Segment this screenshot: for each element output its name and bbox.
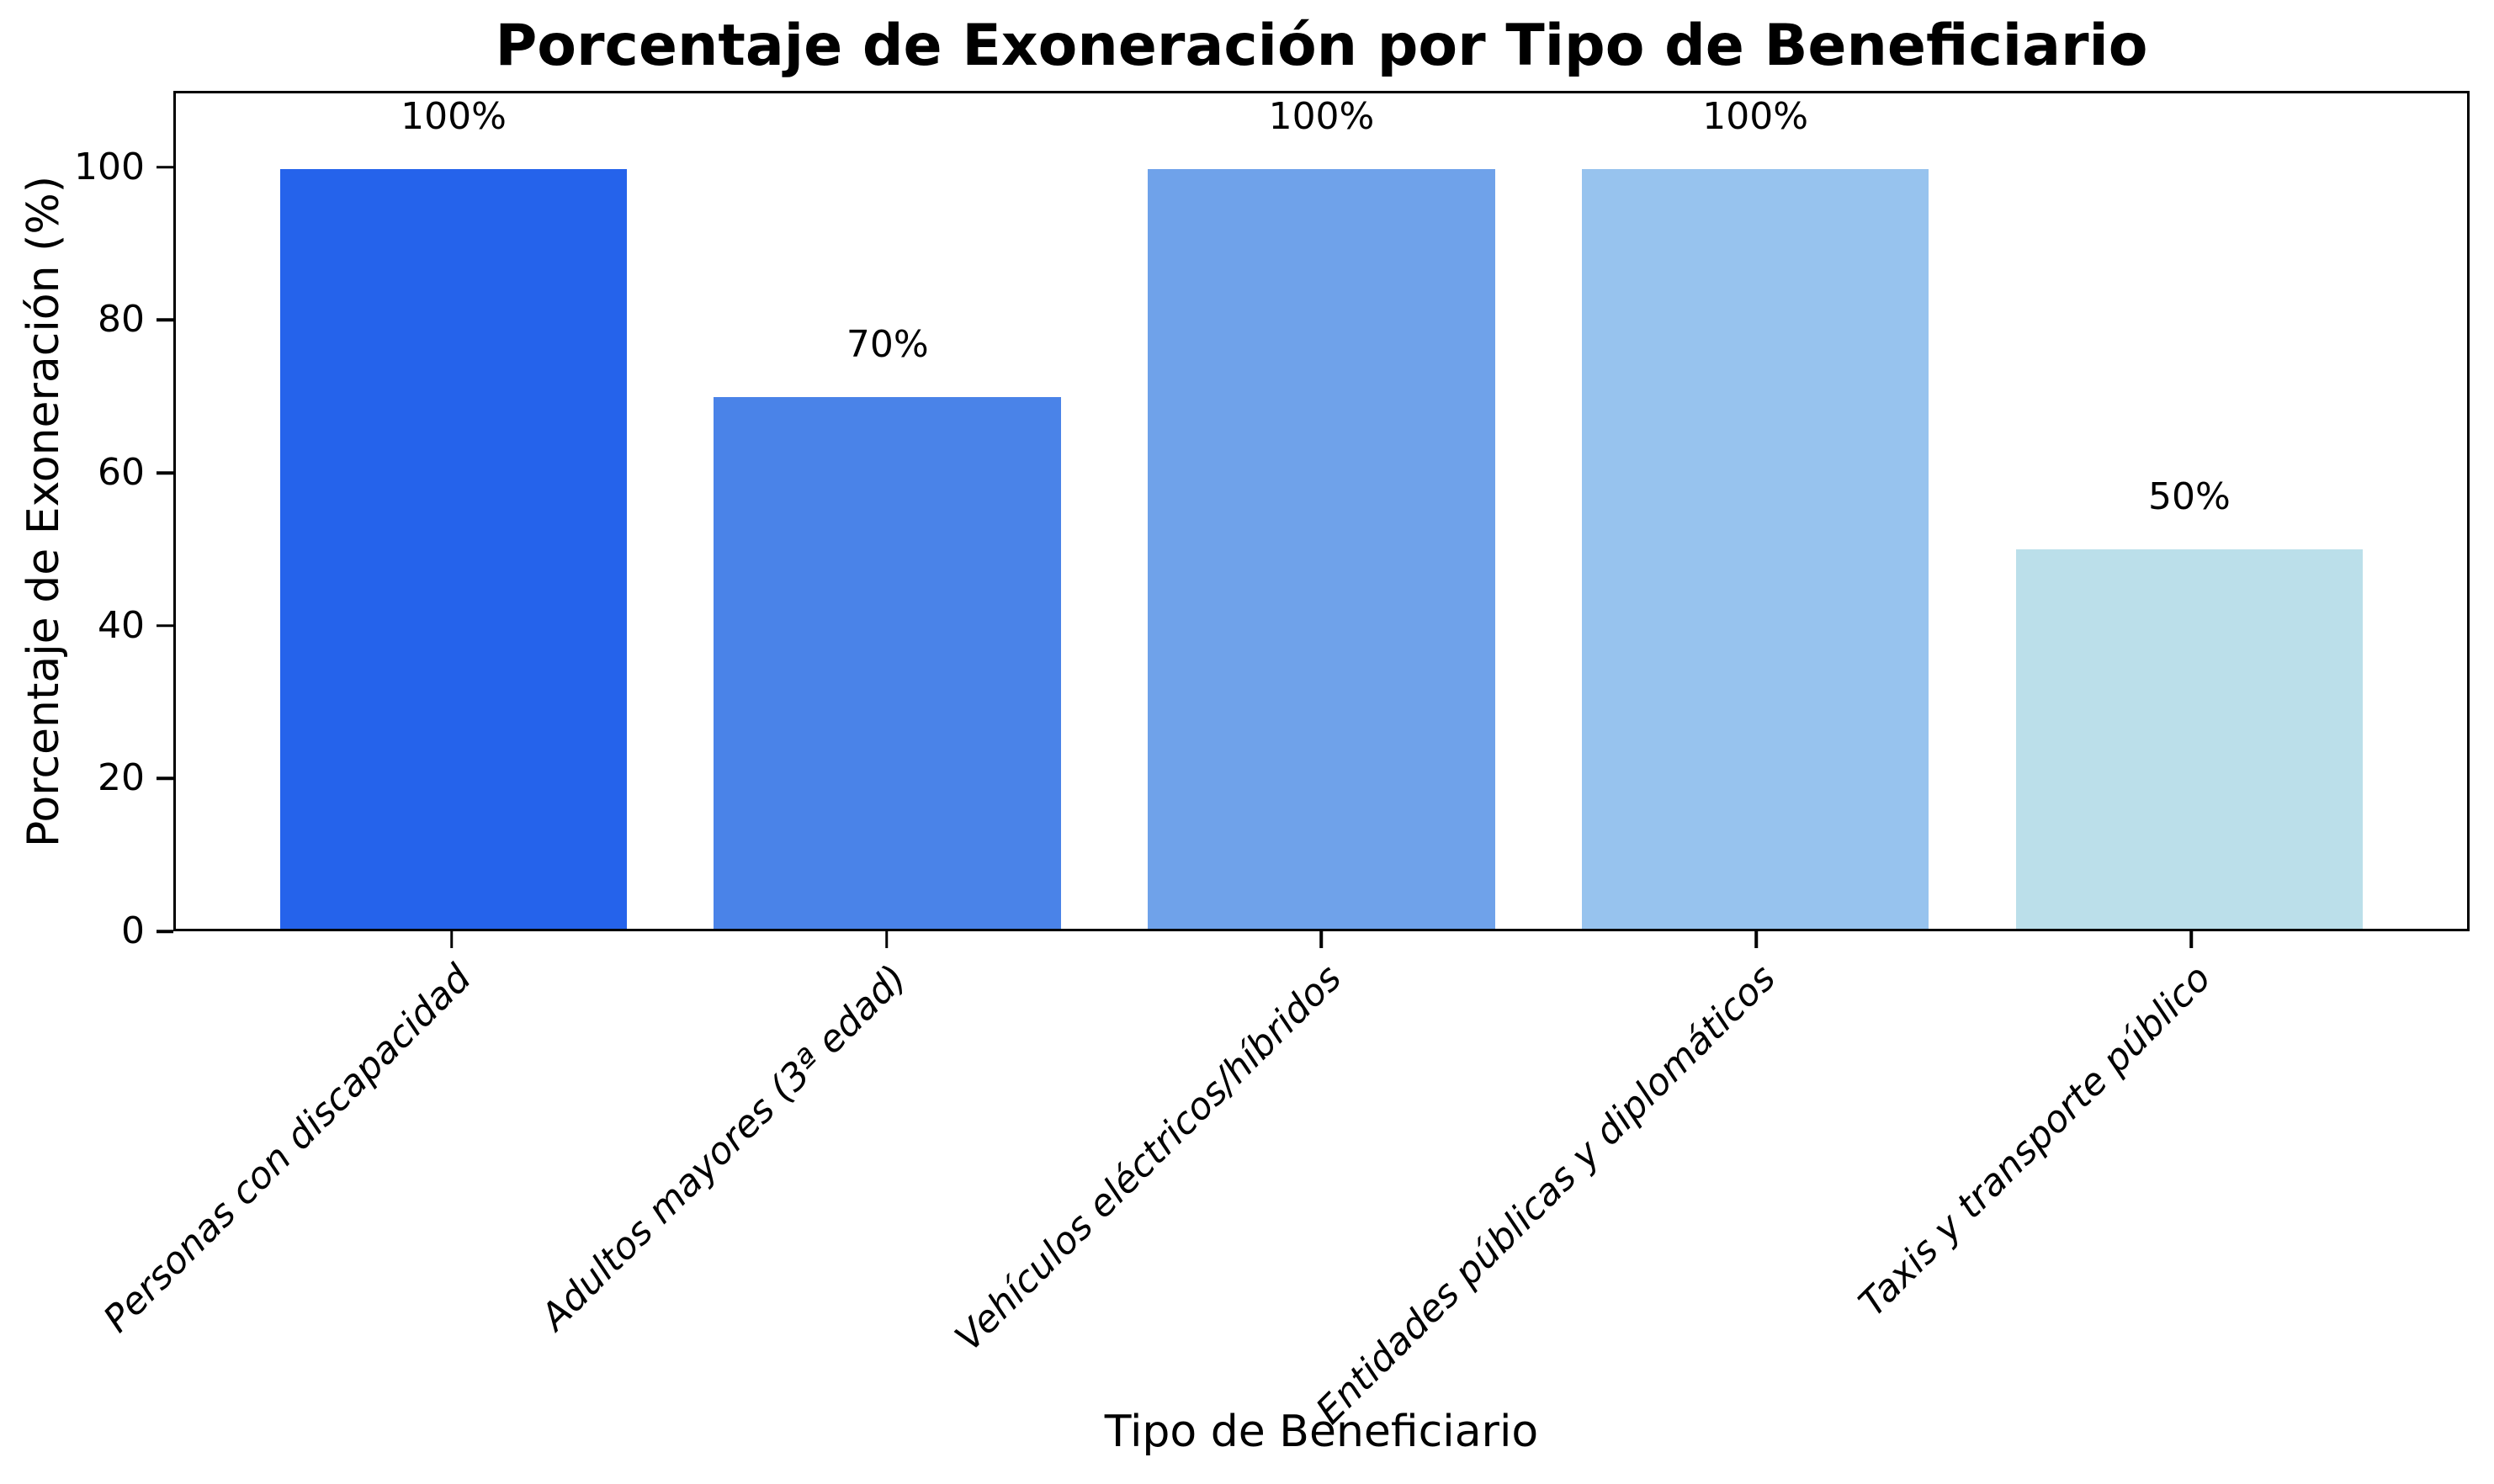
y-tick-mark: [157, 623, 173, 628]
y-tick-label: 40: [98, 603, 145, 647]
bar-value-label: 70%: [846, 323, 929, 367]
x-tick-mark: [2189, 931, 2193, 948]
bar-value-label: 100%: [1702, 95, 1809, 139]
y-tick-label: 20: [98, 756, 145, 800]
x-axis: [173, 931, 2470, 948]
x-tick-label: Adultos mayores (3ª edad): [532, 957, 915, 1339]
bar-value-label: 100%: [1268, 95, 1375, 139]
y-axis: 0 20 40 60 80 100: [0, 91, 173, 950]
x-tick-mark: [450, 931, 454, 948]
x-tick-label: Personas con discapacidad: [95, 957, 480, 1341]
plot-area: 100% 70% 100% 100% 50%: [173, 91, 2470, 931]
x-tick-mark: [884, 931, 889, 948]
bar-5: [2015, 549, 2364, 929]
bar-3: [1148, 169, 1495, 929]
x-tick-label: Taxis y transporte público: [1850, 957, 2220, 1325]
bar-2: [714, 397, 1062, 929]
bar-value-label: 100%: [401, 95, 507, 139]
x-axis-label: Tipo de Beneficiario: [1104, 1407, 1539, 1457]
y-tick-mark: [157, 166, 173, 169]
bar-1: [279, 169, 628, 929]
y-tick-label: 60: [98, 451, 145, 495]
y-tick-mark: [157, 930, 173, 933]
y-axis-label: Porcentaje de Exoneración (%): [19, 175, 69, 848]
y-tick-label: 100: [74, 145, 145, 188]
x-tick-mark: [1319, 931, 1324, 948]
x-tick-label: Entidades públicas y diplomáticos: [1308, 957, 1785, 1433]
y-tick-mark: [157, 776, 173, 781]
x-tick-mark: [1754, 931, 1759, 948]
y-tick-label: 0: [121, 909, 145, 952]
bar-value-label: 50%: [2147, 474, 2231, 518]
x-tick-label: Vehículos eléctricos/híbridos: [947, 957, 1350, 1359]
bar-4: [1581, 169, 1929, 929]
y-tick-mark: [157, 471, 173, 474]
y-tick-mark: [157, 318, 173, 322]
y-tick-label: 80: [98, 298, 145, 342]
chart-title: Porcentaje de Exoneración por Tipo de Be…: [495, 13, 2148, 79]
